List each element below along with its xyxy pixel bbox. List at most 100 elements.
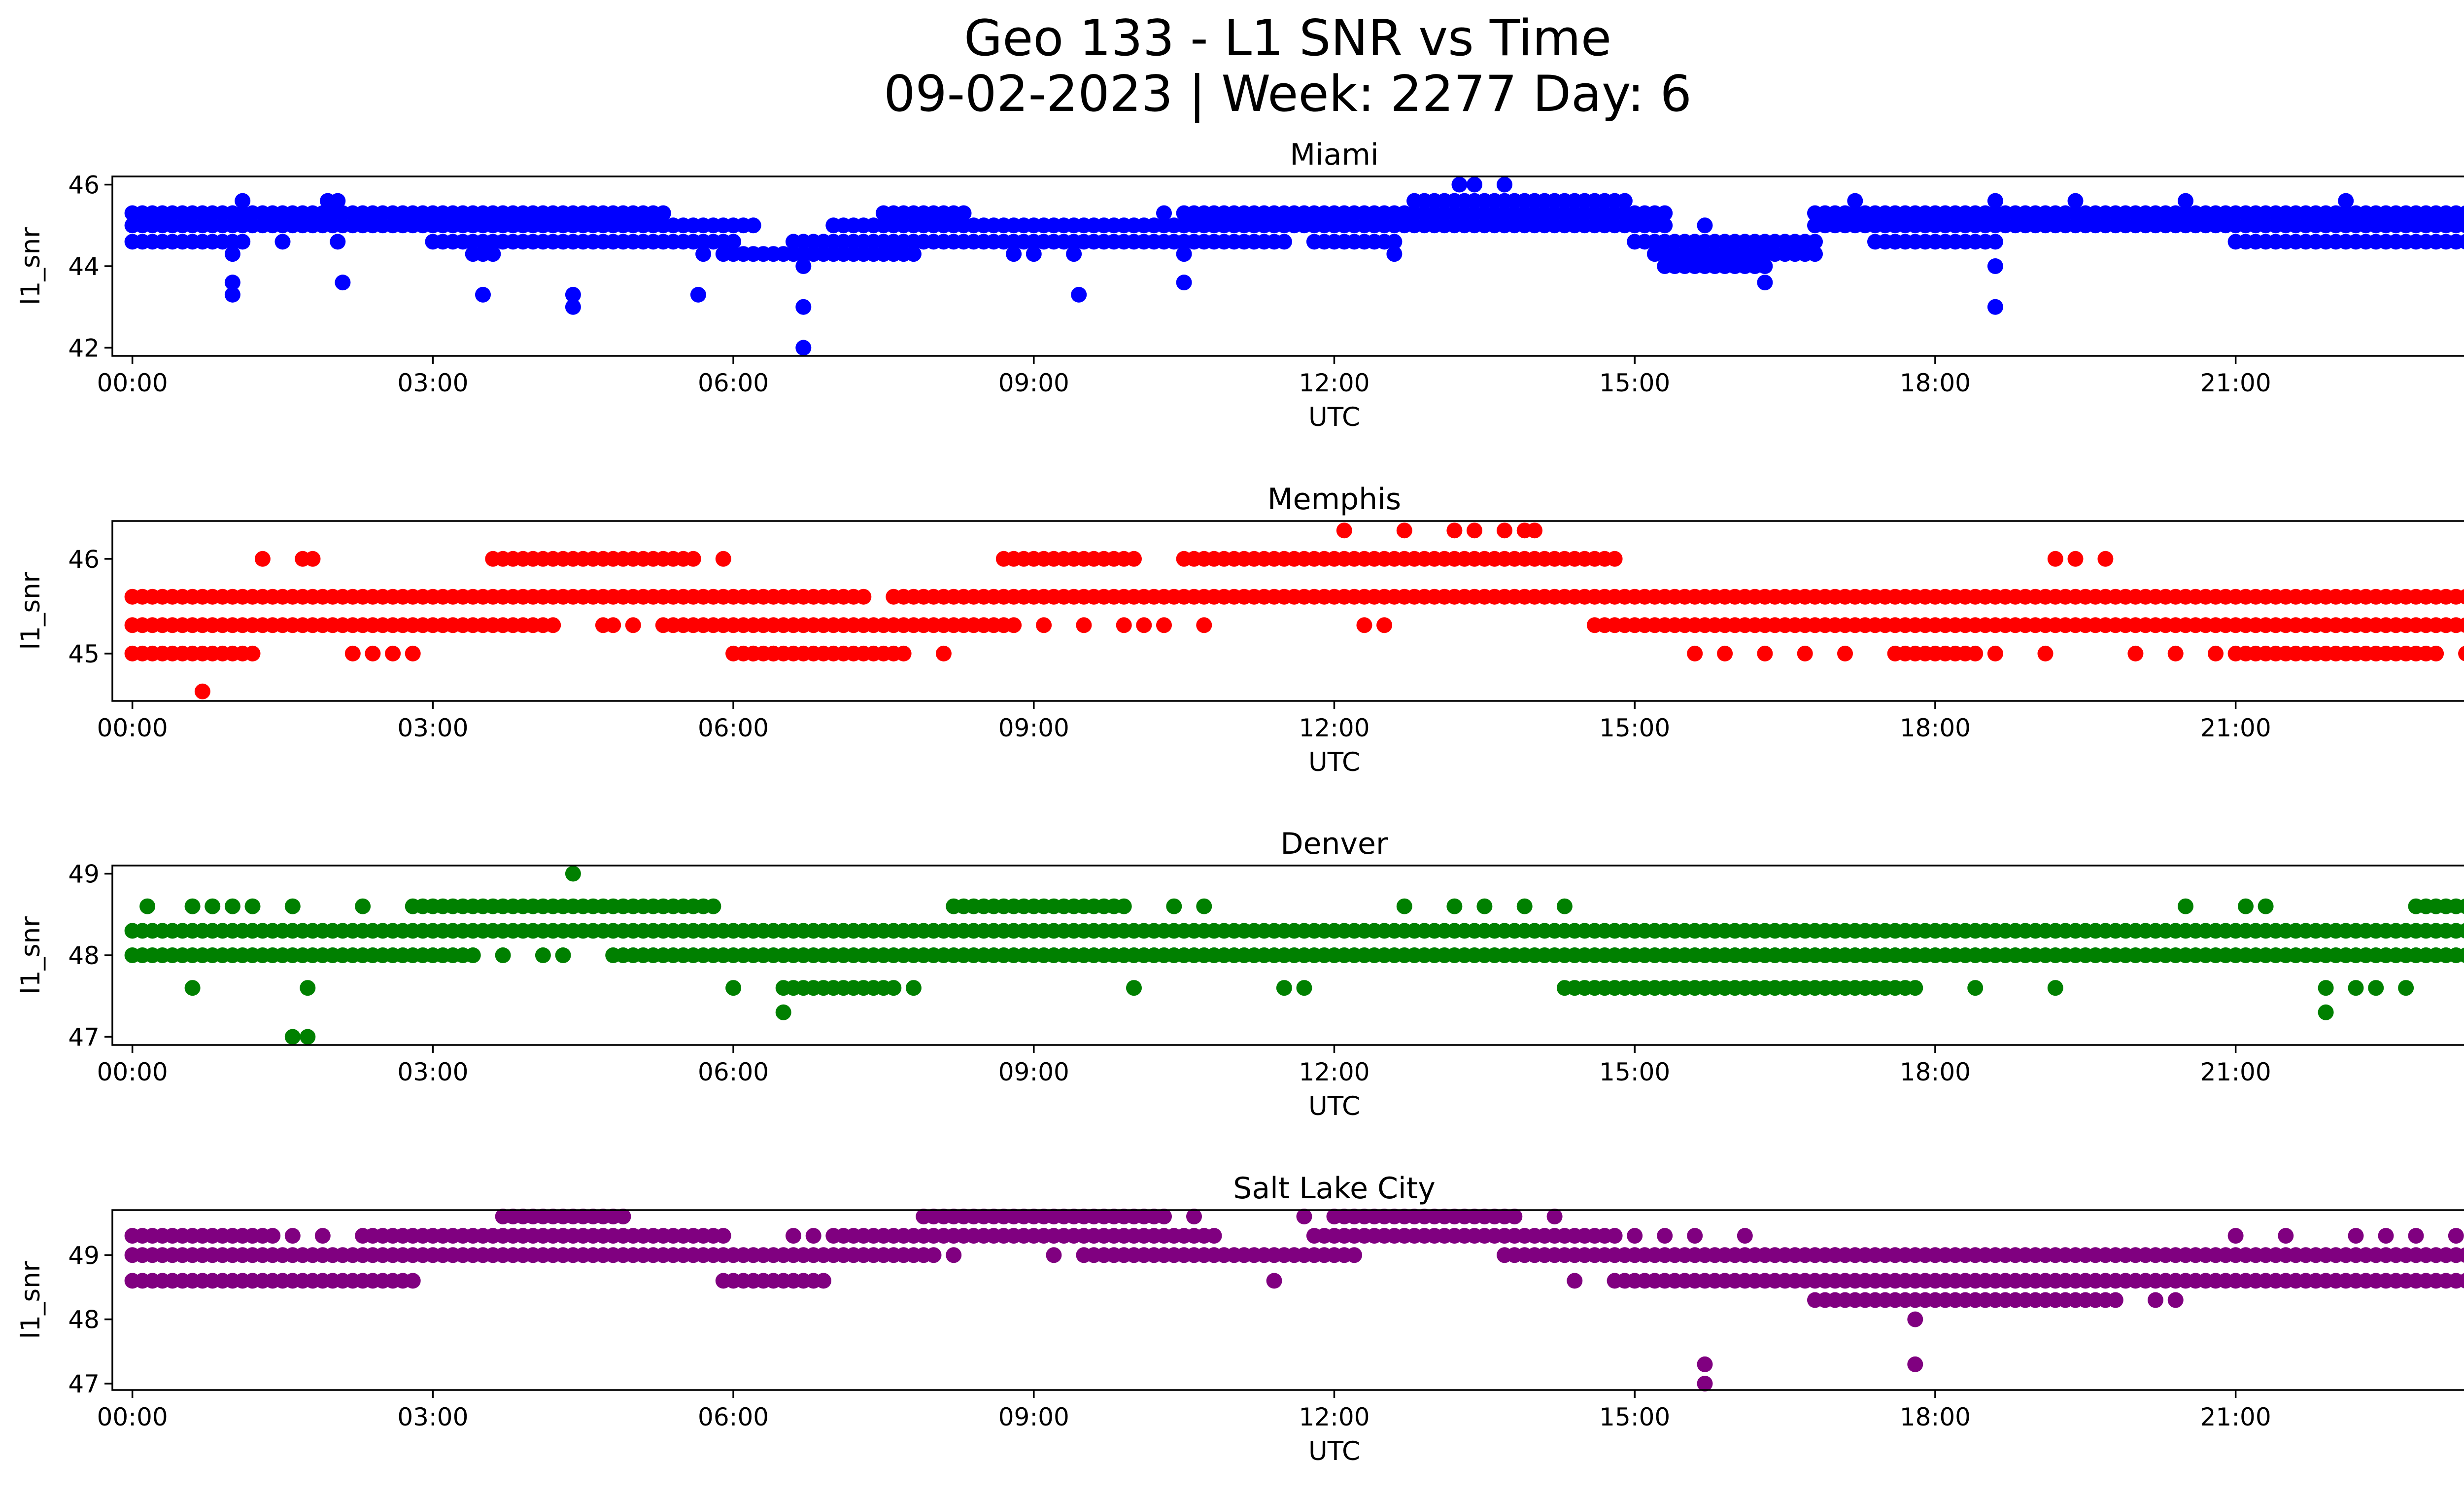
data-point — [2448, 1228, 2464, 1244]
x-tick-label: 18:00 — [1900, 1058, 1971, 1086]
data-point — [1987, 645, 2003, 661]
data-point — [284, 898, 301, 914]
data-point — [1336, 522, 1352, 539]
x-tick-label: 21:00 — [2200, 714, 2271, 742]
x-tick-label: 12:00 — [1299, 1058, 1369, 1086]
data-point — [775, 1004, 791, 1020]
data-point — [1687, 1228, 1703, 1244]
x-tick-label: 09:00 — [998, 1403, 1069, 1431]
data-point — [1757, 275, 1773, 291]
subplot-title: Memphis — [1267, 482, 1401, 517]
data-point — [224, 286, 240, 303]
data-point — [1296, 1209, 1312, 1224]
data-point — [545, 617, 561, 633]
data-point — [1527, 522, 1542, 539]
data-point — [1156, 1209, 1172, 1224]
data-point — [935, 645, 952, 661]
data-point — [2338, 193, 2354, 209]
x-tick-label: 00:00 — [97, 714, 168, 742]
x-tick-label: 00:00 — [97, 1058, 168, 1086]
x-tick-label: 18:00 — [1900, 714, 1971, 742]
data-point — [1757, 258, 1773, 274]
data-point — [1126, 980, 1142, 996]
data-point — [605, 947, 621, 963]
data-point — [1071, 286, 1087, 303]
data-point — [465, 947, 481, 963]
data-points — [124, 176, 2464, 356]
data-point — [1687, 645, 1703, 661]
y-tick-label: 47 — [68, 1023, 100, 1051]
data-point — [344, 645, 361, 661]
data-point — [1987, 234, 2003, 250]
x-tick-label: 12:00 — [1299, 369, 1369, 397]
data-point — [1196, 898, 1212, 914]
data-point — [1467, 176, 1482, 193]
data-point — [1026, 246, 1042, 262]
x-axis-label: UTC — [1308, 1091, 1360, 1121]
x-tick-label: 09:00 — [998, 1058, 1069, 1086]
data-point — [2178, 193, 2193, 209]
x-tick-label: 00:00 — [97, 1403, 168, 1431]
y-axis-label: l1_snr — [16, 227, 46, 305]
data-point — [235, 193, 251, 209]
data-point — [1446, 898, 1463, 914]
x-tick-label: 18:00 — [1900, 1403, 1971, 1431]
data-point — [2458, 899, 2464, 914]
data-point — [925, 1247, 942, 1263]
data-point — [1907, 1356, 1923, 1372]
y-tick-label: 46 — [68, 545, 100, 574]
data-point — [305, 551, 321, 567]
data-point — [1497, 176, 1512, 193]
data-point — [2067, 551, 2084, 567]
x-axis-label: UTC — [1308, 1436, 1360, 1466]
axes-frame — [111, 175, 2464, 357]
data-point — [330, 234, 346, 250]
data-point — [1266, 1273, 1282, 1289]
data-point — [2458, 617, 2464, 633]
data-point — [905, 980, 922, 996]
data-point — [1657, 1228, 1673, 1244]
data-point — [2178, 898, 2193, 914]
data-point — [2458, 923, 2464, 939]
x-tick-label: 03:00 — [397, 369, 468, 397]
data-point — [895, 645, 912, 661]
data-point — [690, 286, 706, 303]
data-point — [1446, 522, 1463, 539]
data-point — [1136, 617, 1152, 633]
data-point — [1046, 1247, 1062, 1263]
data-point — [2428, 645, 2444, 661]
data-point — [2368, 980, 2384, 996]
data-point — [2458, 646, 2464, 661]
data-point — [1276, 980, 1292, 996]
data-point — [330, 193, 346, 209]
data-point — [765, 645, 782, 661]
data-point — [1516, 898, 1533, 914]
data-point — [385, 645, 401, 661]
y-tick-label: 48 — [68, 941, 100, 970]
data-point — [284, 1029, 301, 1045]
data-point — [1396, 522, 1412, 539]
data-point — [2127, 645, 2144, 661]
data-point — [1807, 234, 1823, 250]
subplot-title: Denver — [1280, 827, 1388, 861]
data-point — [365, 645, 381, 661]
y-axis-label: l1_snr — [16, 1261, 46, 1339]
data-point — [1006, 246, 1022, 262]
data-point — [254, 551, 271, 567]
data-point — [1887, 234, 1903, 250]
data-point — [1176, 275, 1192, 291]
data-point — [2227, 1228, 2244, 1244]
data-point — [1356, 617, 1372, 633]
data-point — [2167, 1292, 2184, 1308]
x-tick-label: 18:00 — [1900, 369, 1971, 397]
data-point — [2037, 645, 2053, 661]
data-point — [265, 1228, 281, 1244]
data-point — [1076, 617, 1092, 633]
data-point — [314, 1228, 331, 1244]
data-point — [1556, 898, 1573, 914]
y-tick-label: 46 — [68, 171, 100, 200]
data-point — [2408, 1228, 2424, 1244]
x-tick-label: 12:00 — [1299, 714, 1369, 742]
data-point — [1697, 1356, 1713, 1372]
data-point — [2148, 1292, 2163, 1308]
